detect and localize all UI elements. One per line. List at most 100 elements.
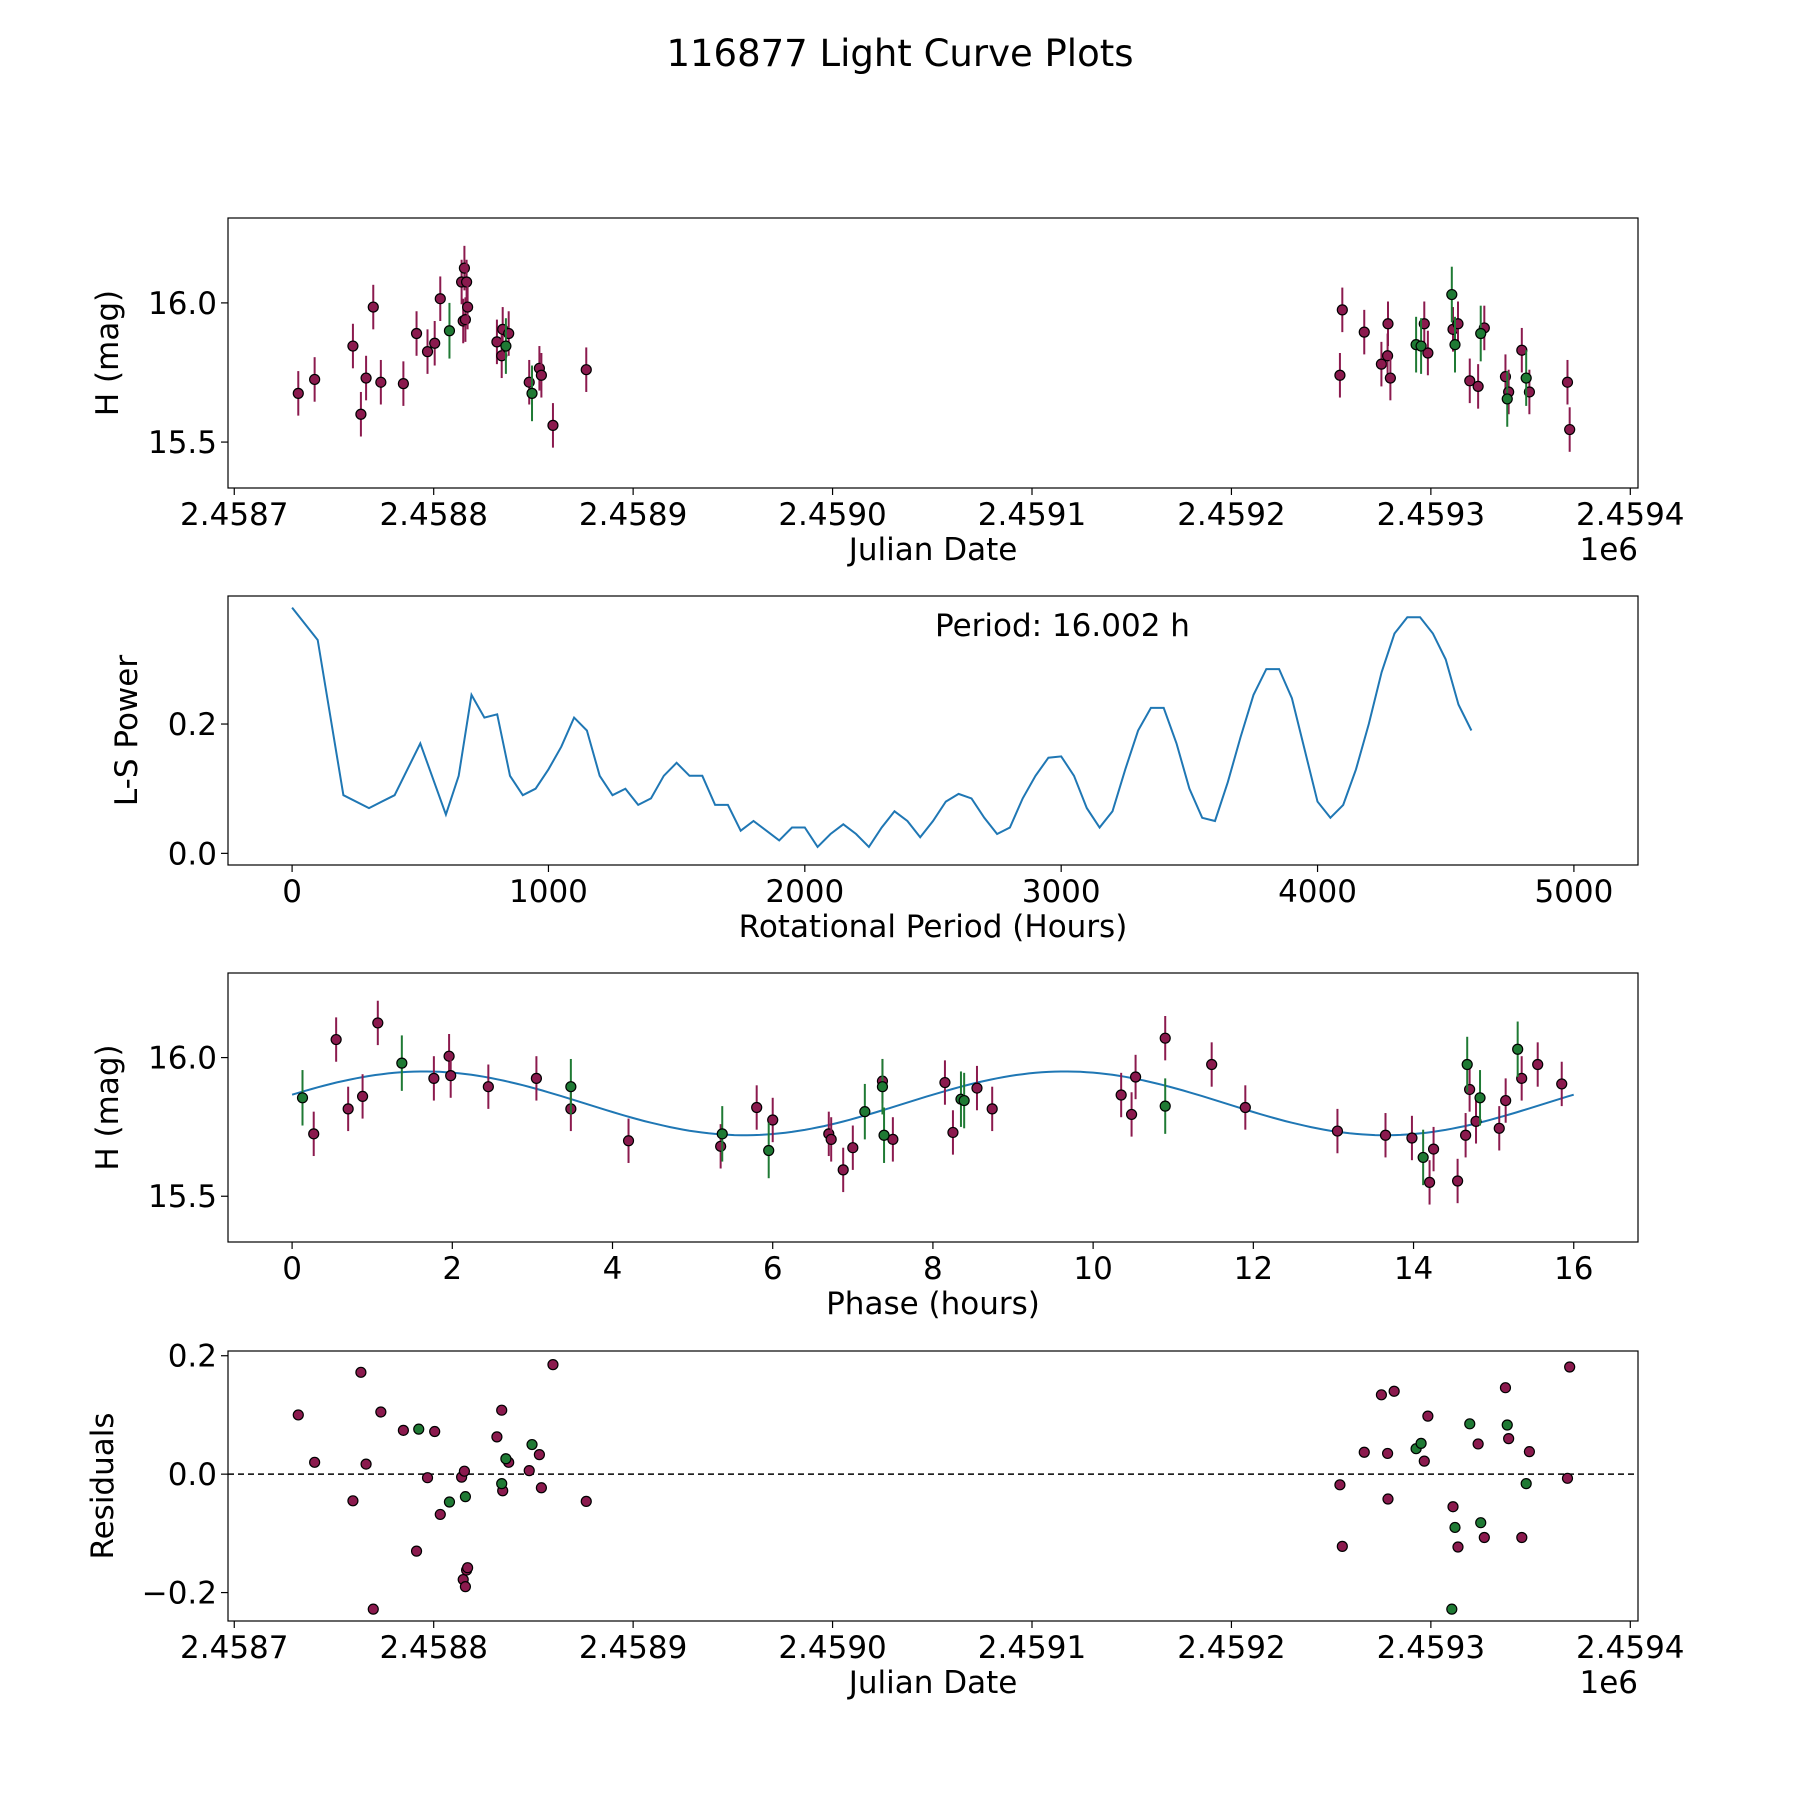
data-point [1115,1089,1127,1101]
data-point [1375,358,1388,370]
data-point [429,337,441,349]
data-point [434,293,446,305]
data-point [1499,1382,1512,1394]
x-tick-label: 16 [1554,1251,1593,1287]
x-tick-label: 3000 [1022,874,1101,910]
data-point [1474,1092,1486,1104]
data-point [462,301,474,313]
data-point [535,1482,547,1494]
series-green [443,266,1532,427]
data-point [622,1135,635,1147]
data-point [459,313,472,326]
series-maroon [292,245,1576,452]
data-point [580,364,592,376]
data-point [859,1106,871,1118]
data-point [1516,1531,1528,1544]
data-point [1464,1418,1476,1430]
x-tick-label: 5000 [1534,874,1613,910]
data-point [1427,1143,1440,1155]
data-point [837,1164,849,1176]
data-point [1503,1433,1515,1445]
x-tick-label: 2.4593 [1377,1630,1485,1666]
data-point [1452,1541,1464,1553]
data-point [1159,1032,1171,1044]
plot-frame [227,1350,1639,1622]
data-point [1159,1100,1171,1112]
data-point [1125,1108,1138,1121]
x-tick-label: 2000 [765,874,844,910]
x-tick-label: 6 [763,1251,783,1287]
data-point [1447,1501,1459,1513]
y-axis-label: H (mag) [90,1044,126,1170]
data-point [1331,1125,1344,1137]
x-tick-label: 2.4590 [778,1630,886,1666]
x-offset-label: 1e6 [1579,532,1638,568]
data-point [396,1057,408,1069]
x-tick-label: 2.4588 [379,1630,487,1666]
data-point [429,1425,441,1438]
data-point [825,1133,837,1145]
data-point [308,1128,320,1140]
data-point [1388,1385,1400,1397]
data-point [360,1458,372,1470]
data-point [1406,1132,1418,1144]
data-point [372,1017,384,1029]
data-point [410,1545,423,1557]
data-point [1501,393,1513,405]
data-point [445,1070,457,1082]
data-point [459,1491,472,1503]
data-point [1500,1094,1512,1107]
data-point [347,1495,359,1507]
data-point [1334,1479,1346,1491]
data-point [1478,1531,1490,1544]
x-axis-label: Julian Date [847,1665,1018,1701]
data-point [1475,327,1487,340]
y-axis-label: L-S Power [109,655,145,806]
data-point [443,1496,456,1508]
series-green [413,1418,1532,1615]
x-tick-label: 0 [282,1251,302,1287]
data-point [1417,1151,1429,1164]
data-point [1449,1521,1461,1534]
data-point [535,369,547,381]
x-tick-label: 4 [603,1251,623,1287]
data-point [1446,1603,1458,1615]
data-point [523,1465,535,1477]
x-tick-label: 2 [442,1251,462,1287]
figure-title: 116877 Light Curve Plots [666,32,1133,75]
data-point [1493,1122,1505,1134]
x-tick-label: 2.4594 [1576,497,1684,533]
data-point [428,1072,440,1084]
data-point [1461,1058,1473,1071]
data-point [342,1103,354,1115]
data-point [1446,288,1458,301]
data-point [958,1094,970,1107]
x-tick-label: 10 [1073,1251,1112,1287]
data-point [496,1404,508,1416]
model-curve [291,1070,1574,1137]
data-point [421,346,434,358]
data-point [1561,1472,1574,1484]
data-point [1520,372,1532,384]
data-point [876,1081,889,1093]
data-point [1423,1176,1436,1188]
x-tick-label: 2.4591 [978,497,1086,533]
data-point [1358,326,1370,338]
data-point [716,1128,728,1140]
data-point [526,1438,538,1451]
y-axis-label: Residuals [85,1412,121,1559]
data-point [434,1508,446,1521]
data-point [547,419,559,431]
data-point [1336,304,1348,316]
y-tick-label: 16.0 [148,1041,217,1077]
x-tick-label: 14 [1394,1251,1433,1287]
x-tick-label: 2.4588 [379,497,487,533]
data-point [1464,375,1476,387]
data-point [462,1562,474,1574]
data-point [1464,1083,1476,1096]
data-point [459,1581,472,1593]
data-point [410,327,423,340]
y-tick-label: 0.0 [168,836,217,872]
data-point [355,408,367,420]
data-point [767,1114,779,1126]
